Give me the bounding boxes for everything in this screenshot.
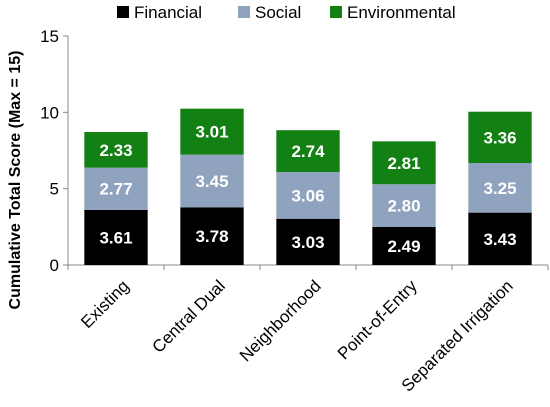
bar-segment-social xyxy=(468,163,532,213)
x-axis-ticks xyxy=(67,265,549,270)
bar-segment-social xyxy=(372,184,436,227)
data-label: 3.03 xyxy=(291,233,324,252)
legend-label: Environmental xyxy=(347,3,456,22)
data-label: 2.49 xyxy=(387,237,420,256)
bar-segment-financial xyxy=(372,226,436,265)
data-label: 3.45 xyxy=(195,172,228,191)
y-tick-label: 10 xyxy=(40,103,59,122)
legend-swatch-environmental xyxy=(330,6,342,18)
legend-label: Social xyxy=(255,3,301,22)
data-label: 3.43 xyxy=(483,230,516,249)
bar-segment-financial xyxy=(180,207,244,265)
data-label: 3.25 xyxy=(483,179,516,198)
data-label: 2.80 xyxy=(387,197,420,216)
data-label: 2.77 xyxy=(99,180,132,199)
bar-segment-environmental xyxy=(468,111,532,164)
category-label: Central Dual xyxy=(149,276,229,356)
y-axis-ticks: 0 5 10 15 xyxy=(40,27,68,275)
category-labels: Existing Central Dual Neighborhood Point-of… xyxy=(77,276,517,395)
legend-swatch-financial xyxy=(117,6,129,18)
bar-segment-financial xyxy=(276,218,340,265)
y-tick-label: 15 xyxy=(40,27,59,46)
y-tick-label: 5 xyxy=(50,180,59,199)
chart-axes: 0 5 10 15 xyxy=(40,27,549,275)
data-label: 2.81 xyxy=(387,154,420,173)
bar-segment-environmental xyxy=(372,141,436,185)
category-label: Neighborhood xyxy=(236,276,325,365)
category-label: Point-of-Entry xyxy=(334,276,421,363)
bar-segment-financial xyxy=(468,212,532,265)
data-label: 3.36 xyxy=(483,128,516,147)
chart-bars: 3.61 2.77 2.33 3.78 3.45 3.01 3.03 3.06 2.74 2.49… xyxy=(84,108,532,265)
data-label: 2.33 xyxy=(99,141,132,160)
data-label: 3.78 xyxy=(195,227,228,246)
data-label: 2.74 xyxy=(291,142,325,161)
legend-swatch-social xyxy=(238,6,250,18)
bar-segment-environmental xyxy=(180,108,244,155)
legend-label: Financial xyxy=(134,3,202,22)
data-label: 3.61 xyxy=(99,228,132,247)
bar-segment-social xyxy=(276,172,340,219)
bar-segment-social xyxy=(84,167,148,210)
data-label: 3.06 xyxy=(291,186,324,205)
data-label: 3.01 xyxy=(195,123,228,142)
y-tick-label: 0 xyxy=(50,256,59,275)
bar-segment-environmental xyxy=(276,130,340,173)
y-axis-label: Cumulative Total Score (Max = 15) xyxy=(7,51,24,310)
bar-segment-financial xyxy=(84,209,148,265)
chart-legend: Financial Social Environmental xyxy=(117,3,456,22)
bar-segment-social xyxy=(180,154,244,208)
bar-segment-environmental xyxy=(84,132,148,168)
category-label: Existing xyxy=(77,276,133,332)
